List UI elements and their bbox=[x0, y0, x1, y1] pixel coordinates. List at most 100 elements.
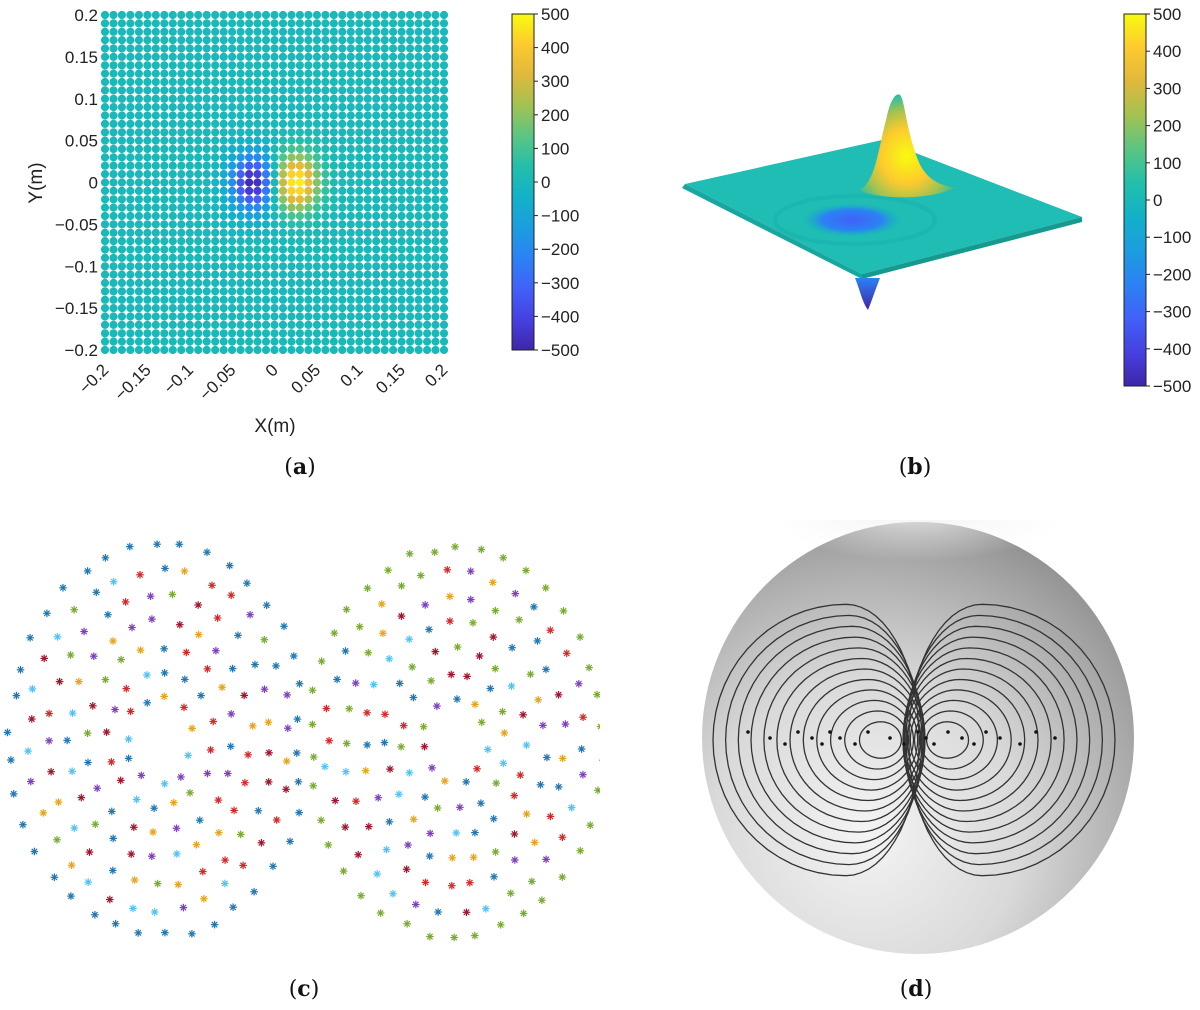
data-dot bbox=[160, 329, 169, 338]
data-dot bbox=[117, 262, 126, 271]
caption-b: (b) bbox=[898, 454, 932, 480]
sensor-marker bbox=[447, 670, 455, 679]
data-dot bbox=[211, 19, 220, 28]
data-dot bbox=[100, 136, 110, 145]
data-dot bbox=[414, 52, 423, 62]
data-dot bbox=[236, 312, 245, 321]
data-dot bbox=[439, 119, 449, 128]
colorbar-tick-label: 0 bbox=[1153, 191, 1162, 210]
data-dot bbox=[100, 128, 110, 137]
data-dot bbox=[126, 10, 135, 20]
sensor-marker bbox=[576, 846, 585, 855]
data-dot bbox=[245, 211, 254, 221]
sensor-marker bbox=[397, 743, 405, 751]
data-dot bbox=[439, 94, 449, 103]
data-dot bbox=[253, 69, 262, 78]
sensor-marker bbox=[40, 654, 48, 663]
sensor-marker bbox=[294, 778, 303, 786]
data-dot bbox=[194, 262, 203, 271]
data-dot bbox=[355, 312, 364, 321]
data-dot bbox=[117, 245, 126, 254]
data-dot bbox=[295, 170, 304, 179]
data-dot bbox=[134, 304, 143, 313]
data-dot bbox=[295, 144, 304, 154]
data-dot bbox=[414, 36, 423, 45]
sensor-marker bbox=[28, 685, 37, 693]
data-dot bbox=[278, 245, 288, 254]
sensor-marker bbox=[321, 762, 329, 771]
data-dot bbox=[312, 253, 321, 262]
sensor-marker bbox=[373, 870, 381, 878]
sensor-marker bbox=[27, 777, 35, 786]
data-dot bbox=[228, 245, 237, 254]
data-dot bbox=[143, 94, 152, 103]
sensor-marker bbox=[54, 798, 63, 806]
data-dot bbox=[236, 128, 245, 137]
data-dot bbox=[168, 186, 177, 195]
contour-lines bbox=[712, 603, 1116, 877]
sensor-marker bbox=[389, 889, 397, 898]
data-dot bbox=[312, 111, 321, 120]
data-dot bbox=[126, 136, 135, 145]
data-dot bbox=[236, 337, 245, 346]
data-dot bbox=[431, 211, 440, 221]
data-dot bbox=[380, 203, 389, 212]
data-dot bbox=[363, 10, 372, 20]
sensor-marker bbox=[342, 767, 350, 776]
sensor-marker bbox=[68, 767, 76, 775]
colorbar-tick-label: 400 bbox=[1153, 42, 1181, 61]
caption-c: (c) bbox=[288, 976, 320, 1002]
data-dot bbox=[389, 253, 398, 262]
sensor-marker bbox=[66, 651, 75, 659]
data-dot bbox=[236, 287, 245, 296]
data-dot bbox=[211, 278, 220, 288]
data-dot bbox=[245, 10, 254, 20]
sensor-marker bbox=[226, 742, 235, 751]
data-dot bbox=[423, 52, 432, 62]
data-dot bbox=[295, 178, 304, 187]
data-dot bbox=[278, 27, 288, 36]
data-dot bbox=[185, 103, 194, 112]
data-dot bbox=[278, 153, 288, 162]
sensor-marker bbox=[264, 778, 273, 786]
data-dot bbox=[177, 44, 186, 53]
sensor-marker bbox=[309, 753, 318, 761]
sensor-marker bbox=[284, 724, 292, 732]
sensor-marker bbox=[538, 896, 546, 904]
data-dot bbox=[219, 86, 228, 95]
data-dot bbox=[270, 262, 279, 271]
data-dot bbox=[312, 345, 321, 355]
data-dot bbox=[253, 119, 262, 128]
sensor-marker bbox=[250, 887, 258, 896]
data-dot bbox=[312, 337, 321, 346]
data-dot bbox=[177, 136, 186, 145]
data-dot bbox=[363, 253, 372, 262]
sensor-marker bbox=[136, 571, 144, 579]
data-dot bbox=[372, 195, 381, 204]
sensor-marker bbox=[354, 850, 362, 859]
data-dot bbox=[219, 52, 228, 62]
data-dot bbox=[211, 86, 220, 95]
data-dot bbox=[321, 94, 330, 103]
data-dot bbox=[236, 304, 245, 313]
data-dot bbox=[380, 262, 389, 271]
contour-point bbox=[888, 736, 892, 740]
sensor-marker bbox=[83, 567, 92, 575]
data-dot bbox=[168, 61, 177, 70]
data-dot bbox=[126, 77, 135, 87]
data-dot bbox=[177, 329, 186, 338]
contour-line bbox=[776, 657, 926, 823]
data-dot bbox=[151, 44, 160, 53]
contour-line bbox=[902, 636, 1078, 844]
data-dot bbox=[414, 103, 423, 112]
data-dot bbox=[177, 211, 186, 221]
data-dot bbox=[431, 144, 440, 154]
sensor-marker bbox=[469, 619, 477, 627]
data-dot bbox=[295, 19, 304, 28]
data-dot bbox=[160, 103, 169, 112]
data-dot bbox=[126, 329, 135, 338]
colorbar-tick-label: −400 bbox=[541, 307, 579, 326]
data-dot bbox=[219, 144, 228, 154]
data-dot bbox=[177, 69, 186, 78]
data-dot bbox=[202, 295, 211, 304]
